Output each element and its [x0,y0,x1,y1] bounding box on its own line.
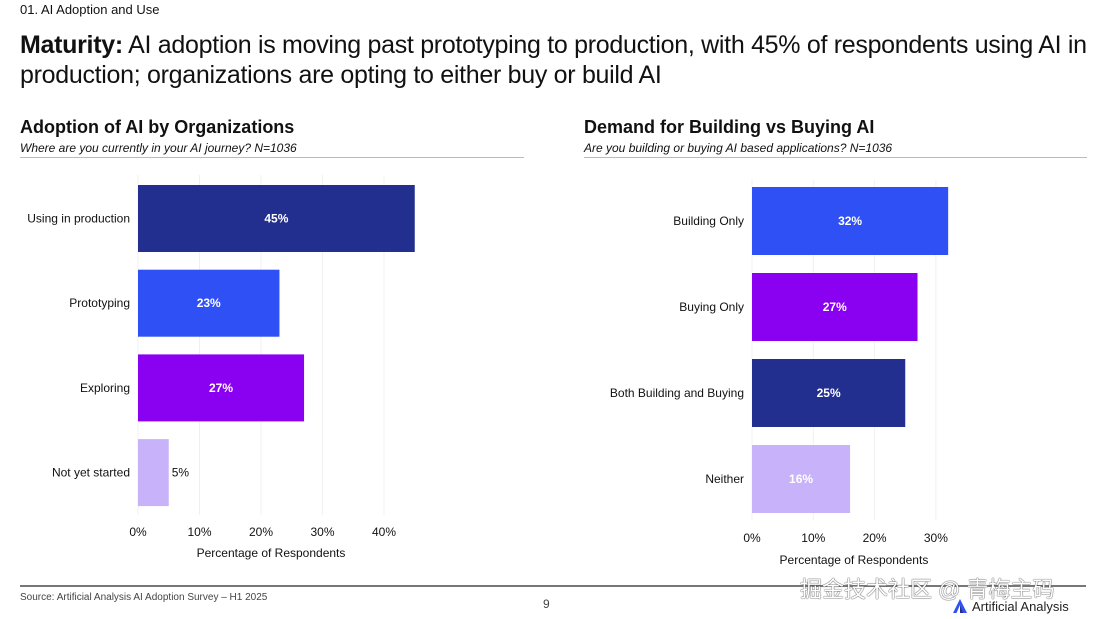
x-tick-label: 0% [129,525,147,539]
category-label: Not yet started [52,466,130,480]
x-tick-label: 30% [310,525,334,539]
category-label: Both Building and Buying [610,386,744,400]
x-axis-label: Percentage of Respondents [197,546,346,560]
category-label: Building Only [673,214,744,228]
data-label: 25% [817,386,841,400]
bar [138,439,169,507]
brand-name: Artificial Analysis [972,598,1069,614]
category-label: Exploring [80,381,130,395]
category-label: Neither [705,472,744,486]
page-number: 9 [543,597,550,611]
x-tick-label: 10% [187,525,211,539]
bar [138,269,280,337]
x-tick-label: 40% [372,525,396,539]
headline-text: AI adoption is moving past prototyping t… [20,31,1087,89]
data-label: 16% [789,472,813,486]
left-chart-subtitle: Where are you currently in your AI journ… [20,141,297,155]
brand-logo: Artificial Analysis [952,598,1069,614]
page-headline: Maturity: AI adoption is moving past pro… [20,30,1090,90]
data-label: 5% [172,466,190,480]
right-divider [584,157,1087,158]
x-tick-label: 20% [863,531,887,545]
watermark: 掘金技术社区 @ 青梅主码 [800,577,1055,602]
bar [138,185,415,252]
right-chart-title: Demand for Building vs Buying AI [584,117,875,137]
x-axis-label: Percentage of Respondents [780,553,929,567]
category-label: Prototyping [69,296,130,310]
footer-divider [20,585,1086,587]
x-tick-label: 20% [249,525,273,539]
data-label: 45% [264,212,288,226]
left-chart-title: Adoption of AI by Organizations [20,117,295,137]
source-note: Source: Artificial Analysis AI Adoption … [20,592,268,603]
bar [752,273,918,341]
x-tick-label: 30% [924,531,948,545]
artificial-analysis-logo-icon [953,599,967,613]
category-label: Buying Only [679,300,744,314]
bar [752,187,949,255]
bar [752,359,906,427]
right-chart-subtitle: Are you building or buying AI based appl… [584,141,893,155]
data-label: 23% [197,296,221,310]
bar [752,445,851,513]
section-label: 01. AI Adoption and Use [20,2,160,17]
category-label: Using in production [27,212,130,226]
data-label: 27% [823,300,847,314]
headline-bold: Maturity: [20,31,123,59]
bar [138,354,305,422]
x-tick-label: 10% [801,531,825,545]
data-label: 32% [838,214,862,228]
left-divider [20,157,524,158]
data-label: 27% [209,381,233,395]
x-tick-label: 0% [743,531,761,545]
